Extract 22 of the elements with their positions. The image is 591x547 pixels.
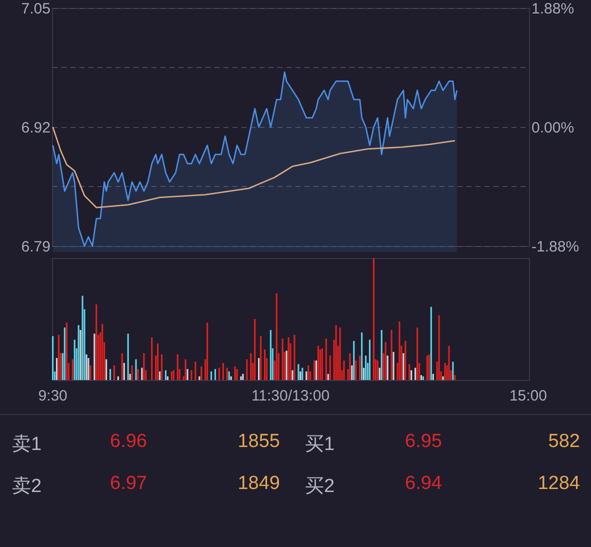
- text: 6.95: [404, 431, 443, 454]
- y2-tick-label: 1.88%: [532, 0, 574, 18]
- text: 卖2: [12, 475, 43, 499]
- y-tick-label: 6.92: [21, 120, 50, 136]
- y-tick-label: 6.79: [21, 238, 50, 256]
- y-tick-label: 7.05: [21, 0, 50, 18]
- text: 买1: [304, 433, 336, 457]
- x-tick-label: 9:30: [38, 388, 68, 404]
- x-tick-label: 15:00: [509, 388, 547, 404]
- text: 1284: [536, 473, 580, 496]
- text: 6.96: [110, 431, 148, 454]
- text: 1855: [236, 431, 280, 454]
- y2-tick-label: 0.00%: [532, 120, 574, 136]
- text: 6.94: [404, 473, 443, 496]
- y2-tick-label: -1.88%: [532, 238, 580, 256]
- text: 1849: [236, 473, 280, 496]
- text: 卖1: [12, 433, 43, 457]
- text: 买2: [304, 475, 336, 499]
- line-series: [52, 126, 456, 208]
- text: 6.97: [110, 473, 148, 496]
- text: 582: [547, 431, 580, 454]
- x-tick-label: 11:30/13:00: [251, 388, 330, 404]
